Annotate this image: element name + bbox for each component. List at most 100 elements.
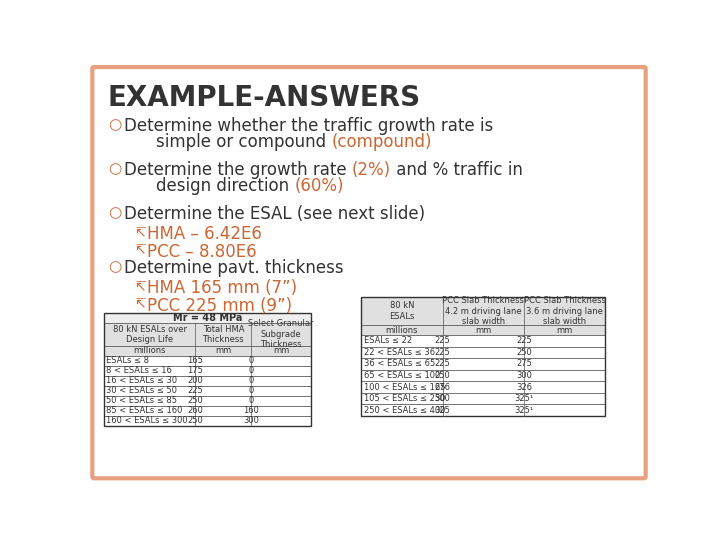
Text: 16 < ESALs ≤ 30: 16 < ESALs ≤ 30 [107,376,177,386]
Bar [361,381,606,393]
Text: 30 < ESALs ≤ 50: 30 < ESALs ≤ 50 [107,387,177,395]
Text: and % traffic in: and % traffic in [391,161,523,179]
Text: 105 < ESALs ≤ 250: 105 < ESALs ≤ 250 [364,394,445,403]
Bar [361,298,606,416]
Text: 326: 326 [516,382,532,392]
Bar [361,370,606,381]
Text: PCC Slab Thickness
3.6 m driving lane
slab width: PCC Slab Thickness 3.6 m driving lane sl… [523,296,606,326]
Text: 165: 165 [187,356,203,366]
Text: Select Granular
Subgrade
Thickness: Select Granular Subgrade Thickness [248,319,314,349]
Text: 22 < ESALs ≤ 36: 22 < ESALs ≤ 36 [364,348,435,357]
Text: 160: 160 [243,407,259,415]
Text: 325¹: 325¹ [514,406,534,415]
Bar [104,386,311,396]
Bar [361,335,606,347]
Text: mm: mm [273,346,289,355]
Text: PCC Slab Thickness
4.2 m driving lane
slab width: PCC Slab Thickness 4.2 m driving lane sl… [442,296,524,326]
Text: ↸: ↸ [135,242,147,256]
Text: 160 < ESALs ≤ 300: 160 < ESALs ≤ 300 [107,416,188,426]
Text: 250: 250 [187,396,203,406]
Text: ESALs ≤ 8: ESALs ≤ 8 [107,356,149,366]
Text: 65 < ESALs ≤ 100: 65 < ESALs ≤ 100 [364,371,440,380]
Text: 325¹: 325¹ [514,394,534,403]
Text: mm: mm [557,326,573,335]
Text: 300: 300 [516,371,532,380]
Bar [104,396,311,406]
Text: Determine whether the traffic growth rate is: Determine whether the traffic growth rat… [124,117,493,135]
Text: Determine pavt. thickness: Determine pavt. thickness [124,259,343,277]
Text: millions: millions [386,326,418,335]
Text: 80 kN
ESALs: 80 kN ESALs [390,301,415,321]
Bar [361,347,606,358]
Text: 8 < ESALs ≤ 16: 8 < ESALs ≤ 16 [107,366,172,375]
Text: ○: ○ [109,117,122,132]
Text: HMA – 6.42E6: HMA – 6.42E6 [148,225,262,243]
Text: 0: 0 [248,356,254,366]
Text: Determine the ESAL (see next slide): Determine the ESAL (see next slide) [124,205,426,223]
Text: ○: ○ [109,205,122,220]
Text: ↸: ↸ [135,225,147,239]
Text: 225: 225 [516,336,532,346]
Text: 276: 276 [435,382,451,392]
Text: simple or compound: simple or compound [135,133,331,151]
Text: 225: 225 [435,336,451,346]
Text: Total HMA
Thickness: Total HMA Thickness [202,325,244,344]
Bar [104,416,311,426]
Text: 250: 250 [435,371,451,380]
Bar [104,313,311,426]
Text: 275: 275 [516,360,532,368]
Text: 0: 0 [248,376,254,386]
Bar [104,346,311,356]
Bar [361,325,606,335]
Text: ESALs ≤ 22: ESALs ≤ 22 [364,336,412,346]
Text: 300: 300 [435,394,451,403]
Text: (compound): (compound) [331,133,432,151]
Text: Determine the growth rate: Determine the growth rate [124,161,352,179]
Text: 200: 200 [187,376,203,386]
Text: 250 < ESALs ≤ 400: 250 < ESALs ≤ 400 [364,406,445,415]
Bar [361,393,606,404]
Bar [104,356,311,366]
Text: ○: ○ [109,161,122,176]
Text: millions: millions [133,346,166,355]
FancyBboxPatch shape [92,67,646,478]
Text: 325: 325 [435,406,451,415]
Text: PCC – 8.80E6: PCC – 8.80E6 [148,242,257,261]
Bar [361,404,606,416]
Bar [361,298,606,325]
Text: (60%): (60%) [294,177,344,195]
Text: EXAMPLE-ANSWERS: EXAMPLE-ANSWERS [107,84,420,112]
Text: PCC 225 mm (9”): PCC 225 mm (9”) [148,296,292,315]
Text: 0: 0 [248,387,254,395]
Text: 36 < ESALs ≤ 65: 36 < ESALs ≤ 65 [364,360,435,368]
Text: 85 < ESALs ≤ 160: 85 < ESALs ≤ 160 [107,407,183,415]
Bar [104,313,311,323]
Text: 225: 225 [187,387,203,395]
Text: 225: 225 [435,348,451,357]
Text: design direction: design direction [135,177,294,195]
Text: mm: mm [215,346,231,355]
Text: ↸: ↸ [135,296,147,310]
Text: 225: 225 [435,360,451,368]
Text: 0: 0 [248,396,254,406]
Text: 250: 250 [516,348,532,357]
Bar [104,323,311,346]
Text: ↸: ↸ [135,279,147,293]
Bar [104,376,311,386]
Text: HMA 165 mm (7”): HMA 165 mm (7”) [148,279,297,297]
Bar [361,358,606,370]
Text: 0: 0 [248,366,254,375]
Text: 100 < ESALs ≤ 165: 100 < ESALs ≤ 165 [364,382,445,392]
Text: 175: 175 [187,366,203,375]
Text: 300: 300 [243,416,259,426]
Text: 50 < ESALs ≤ 85: 50 < ESALs ≤ 85 [107,396,177,406]
Text: (2%): (2%) [352,161,391,179]
Text: Mr = 48 MPa: Mr = 48 MPa [173,313,242,323]
Text: 260: 260 [187,407,203,415]
Text: ○: ○ [109,259,122,274]
Bar [104,406,311,416]
Text: mm: mm [475,326,492,335]
Bar [104,366,311,376]
Text: 80 kN ESALs over
Design Life: 80 kN ESALs over Design Life [112,325,186,344]
Text: 250: 250 [187,416,203,426]
